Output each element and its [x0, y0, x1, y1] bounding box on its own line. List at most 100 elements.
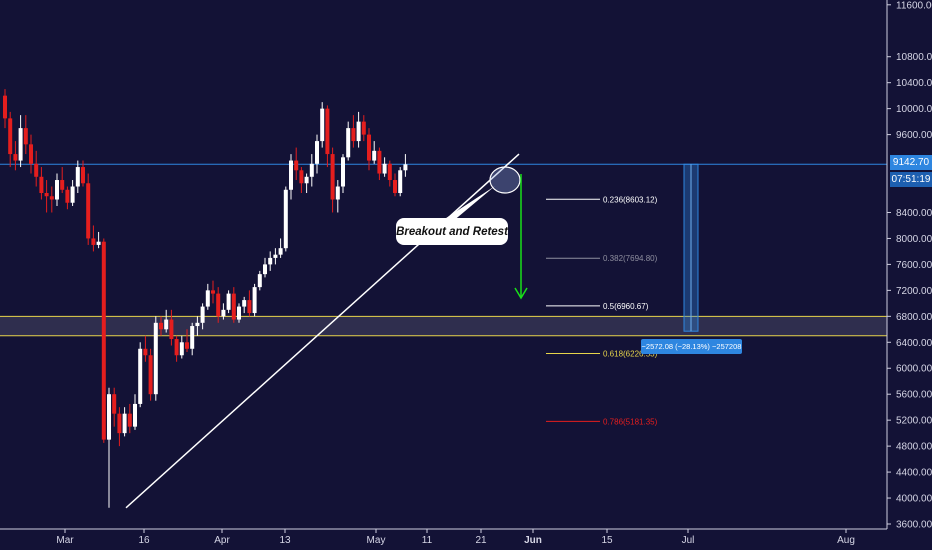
candle-body-down [148, 355, 153, 395]
price-tick-label: 10000.00 [896, 104, 932, 115]
callout-pointer [440, 186, 495, 222]
candle-body-up [237, 306, 241, 320]
fib-levels: 0.236(8603.12) 0.382(7694.80) 0.5(6960.67)… [546, 195, 658, 426]
zone-fill [0, 316, 887, 336]
time-tick-label: 15 [601, 535, 613, 546]
candle-body-down [117, 413, 122, 434]
time-tick-label: 16 [138, 535, 150, 546]
candle-body-up [242, 300, 247, 307]
annotation-callout[interactable]: Breakout and Retest [396, 218, 508, 245]
candle-body-up [403, 164, 408, 171]
candle-body-up [356, 121, 361, 142]
candle-body-up [221, 309, 226, 317]
fib-label-0.382: 0.382(7694.80) [603, 254, 658, 263]
fib-label-0.5: 0.5(6960.67) [603, 302, 649, 311]
candle-body-down [101, 241, 106, 440]
annotations [440, 166, 528, 300]
candle-body-up [257, 274, 262, 288]
candle-body-down [185, 342, 189, 349]
countdown-tag: 07:51:19 [890, 172, 932, 187]
time-tick-label: 21 [475, 535, 487, 546]
measure-box [683, 163, 699, 332]
retest-highlight-circle [489, 166, 521, 194]
candle-body-down [159, 322, 163, 330]
candle-body-up [164, 319, 169, 330]
candle-body-up [226, 293, 231, 310]
candle-body-up [283, 189, 288, 249]
candles [3, 89, 408, 508]
time-axis[interactable]: Mar 16 Apr 13 May 11 21 Jun 15 Jul Aug [56, 529, 855, 546]
candle-body-up [133, 403, 137, 427]
candle-body-down [23, 128, 28, 145]
candle-body-down [112, 394, 117, 414]
candle-body-down [60, 180, 65, 190]
price-tick-label: 4000.00 [896, 494, 932, 505]
candle-body-down [81, 167, 85, 184]
candle-body-down [247, 300, 252, 314]
candle-body-up [268, 257, 273, 265]
time-tick-label: Jul [682, 535, 695, 546]
price-tick-label: 10800.00 [896, 52, 932, 63]
candle-body-down [351, 128, 356, 142]
candle-body-down [231, 293, 236, 320]
price-tick-label: 5600.00 [896, 390, 932, 401]
trendline[interactable] [125, 153, 520, 509]
last-price-tag: 9142.70 [890, 155, 932, 170]
price-tick-label: 8000.00 [896, 234, 932, 245]
price-tick-label: 7200.00 [896, 286, 932, 297]
candle-body-up [190, 326, 195, 349]
candle-body-up [179, 342, 184, 356]
price-tick-label: 4400.00 [896, 468, 932, 479]
candle-body-up [75, 167, 80, 187]
candle-body-down [13, 154, 18, 161]
candle-body-up [107, 394, 111, 440]
support-zone [0, 315, 887, 337]
candle-body-up [122, 413, 127, 434]
candle-body-up [200, 306, 205, 323]
time-tick-label: Jun [524, 535, 542, 546]
price-tick-label: 5200.00 [896, 416, 932, 427]
price-tick-label: 7600.00 [896, 260, 932, 271]
trendline-line [125, 153, 520, 509]
candle-body-up [398, 170, 403, 194]
candle-body-down [330, 154, 335, 200]
price-tick-label: 6000.00 [896, 364, 932, 375]
candle-body-down [361, 121, 366, 135]
candle-body-down [44, 193, 49, 197]
candle-body-up [153, 322, 158, 395]
candle-body-down [216, 293, 221, 317]
candle-body-up [315, 141, 319, 164]
price-tick-label: 3600.00 [896, 520, 932, 531]
candle-body-down [294, 160, 299, 171]
candle-body-up [320, 108, 325, 142]
candle-body-up [346, 128, 351, 158]
price-tick-label: 6400.00 [896, 338, 932, 349]
price-tick-label: 4800.00 [896, 442, 932, 453]
candle-body-up [195, 322, 200, 327]
candle-body-down [393, 180, 397, 194]
fib-label-0.618: 0.618(6226.53) [603, 350, 658, 359]
candle-body-up [304, 176, 309, 184]
time-tick-label: 11 [422, 535, 433, 546]
time-tick-label: May [367, 535, 386, 546]
time-tick-label: 13 [279, 535, 291, 546]
fib-label-0.786: 0.786(5181.35) [603, 417, 658, 426]
price-axis[interactable]: 11600.00 10800.00 10400.00 10000.00 9600.00 8… [887, 0, 932, 531]
price-tick-label: 9600.00 [896, 130, 932, 141]
candle-body-down [127, 413, 132, 427]
price-tick-label: 6800.00 [896, 312, 932, 323]
price-tick-label: 11600.00 [896, 0, 932, 11]
price-tick-label: 10400.00 [896, 78, 932, 89]
candle-body-down [377, 150, 382, 174]
candle-body-down [65, 189, 70, 203]
candle-body-up [278, 248, 283, 255]
candle-body-up [70, 186, 75, 203]
candle-body-up [309, 163, 314, 177]
price-tick-label: 8400.00 [896, 208, 932, 219]
candle-body-down [387, 163, 392, 181]
candle-body-up [341, 157, 345, 187]
time-tick-label: Aug [837, 535, 855, 546]
